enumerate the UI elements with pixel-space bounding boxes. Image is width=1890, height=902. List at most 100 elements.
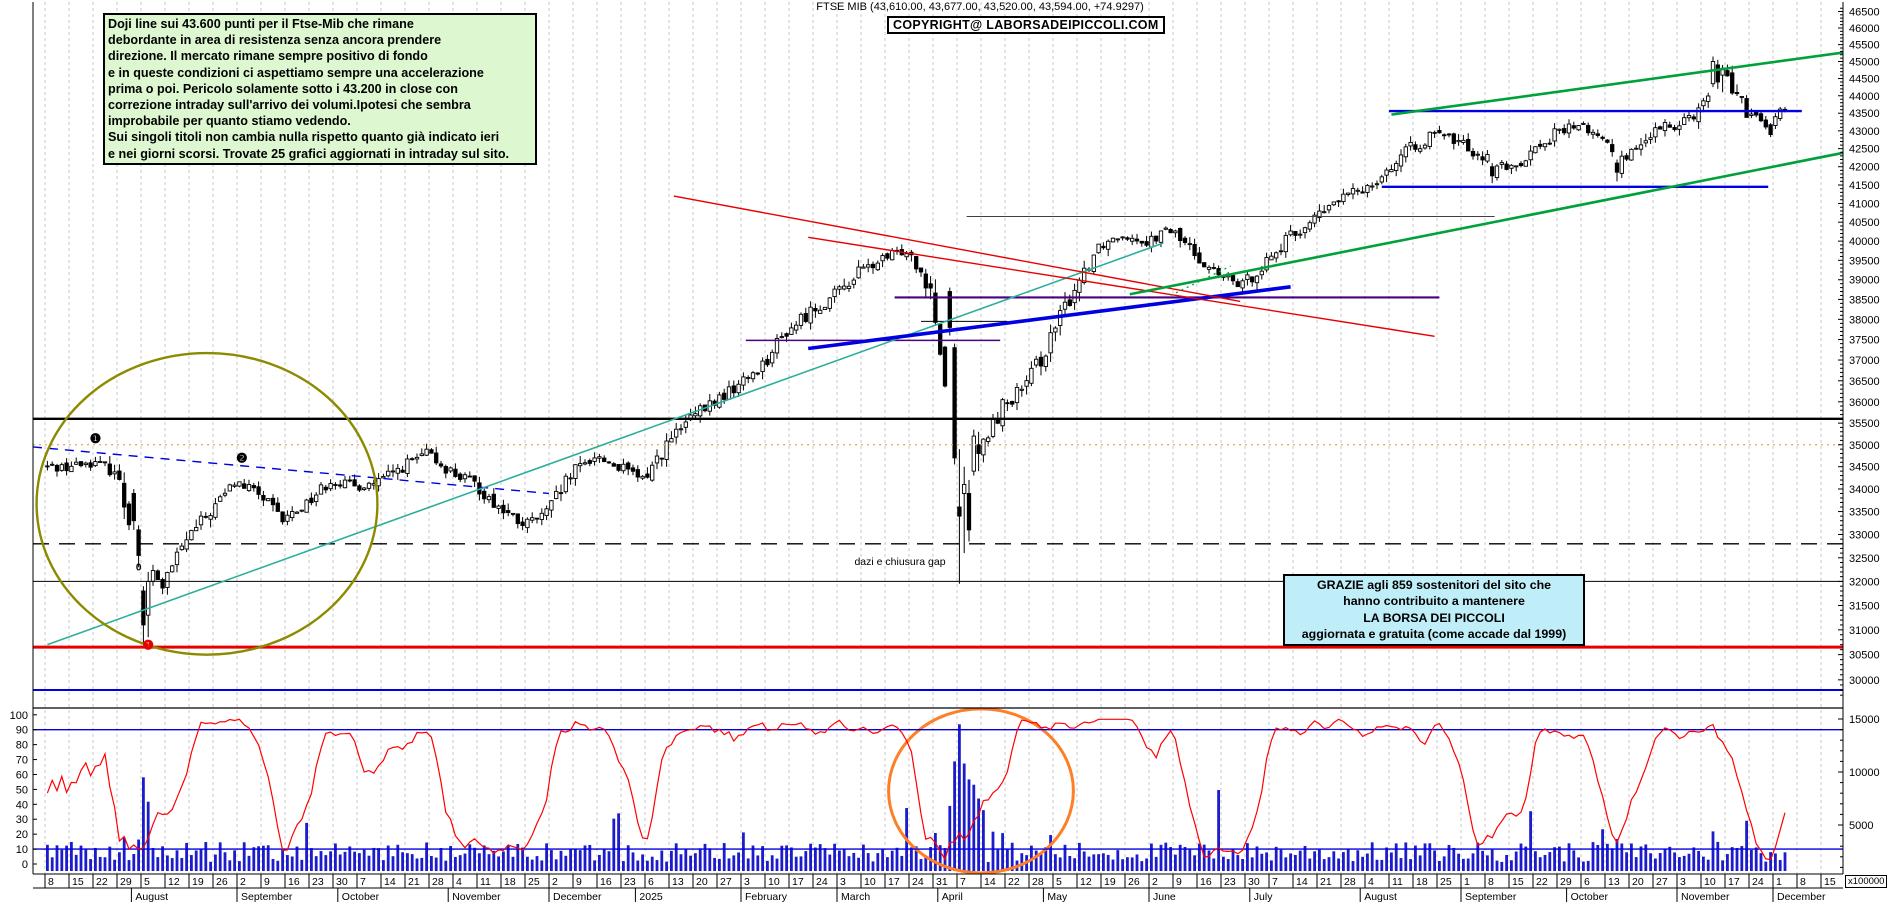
svg-text:2: 2: [1152, 876, 1158, 888]
svg-text:35000: 35000: [1849, 440, 1880, 452]
svg-text:August: August: [1364, 891, 1397, 902]
svg-text:2: 2: [240, 876, 246, 888]
svg-text:39000: 39000: [1849, 275, 1880, 287]
svg-text:27: 27: [1656, 876, 1668, 888]
commentary-line: improbabile per quanto stiamo vedendo.: [108, 114, 351, 129]
svg-text:February: February: [745, 891, 788, 902]
svg-text:21: 21: [408, 876, 420, 888]
svg-text:22: 22: [1536, 876, 1548, 888]
svg-text:30500: 30500: [1849, 650, 1880, 662]
svg-text:19: 19: [1104, 876, 1116, 888]
svg-text:March: March: [841, 891, 870, 902]
svg-text:15000: 15000: [1849, 714, 1880, 726]
svg-text:8: 8: [1488, 876, 1494, 888]
svg-text:33500: 33500: [1849, 507, 1880, 519]
svg-text:June: June: [1153, 891, 1176, 902]
svg-text:4: 4: [456, 876, 462, 888]
svg-text:42500: 42500: [1849, 144, 1880, 156]
svg-text:12: 12: [1080, 876, 1092, 888]
svg-text:20: 20: [16, 829, 28, 841]
svg-text:❶: ❶: [142, 638, 154, 653]
svg-text:25: 25: [1440, 876, 1452, 888]
svg-text:41500: 41500: [1849, 180, 1880, 192]
svg-text:28: 28: [1344, 876, 1356, 888]
svg-text:19: 19: [192, 876, 204, 888]
svg-text:22: 22: [1008, 876, 1020, 888]
svg-text:5: 5: [1056, 876, 1062, 888]
svg-text:26: 26: [216, 876, 228, 888]
commentary-line: e nei giorni scorsi. Trovate 25 grafici …: [108, 146, 510, 161]
svg-text:32000: 32000: [1849, 576, 1880, 588]
svg-text:23: 23: [312, 876, 324, 888]
svg-text:43500: 43500: [1849, 108, 1880, 120]
svg-text:31500: 31500: [1849, 600, 1880, 612]
svg-text:30: 30: [16, 814, 28, 826]
svg-text:38000: 38000: [1849, 314, 1880, 326]
svg-text:12: 12: [168, 876, 180, 888]
svg-text:10: 10: [864, 876, 876, 888]
svg-text:40: 40: [16, 799, 28, 811]
commentary-line: prima o poi. Pericolo solamente sotto i …: [108, 81, 458, 96]
svg-text:50: 50: [16, 784, 28, 796]
svg-text:31: 31: [936, 876, 948, 888]
svg-text:100: 100: [10, 710, 28, 722]
svg-text:10: 10: [768, 876, 780, 888]
svg-text:10: 10: [16, 844, 28, 856]
svg-text:15: 15: [1824, 876, 1836, 888]
svg-text:40500: 40500: [1849, 217, 1880, 229]
svg-text:41000: 41000: [1849, 198, 1880, 210]
svg-text:14: 14: [384, 876, 396, 888]
commentary-line: Sui singoli titoli non cambia nulla risp…: [108, 130, 500, 145]
svg-text:July: July: [1254, 891, 1273, 902]
svg-text:1: 1: [1464, 876, 1470, 888]
svg-text:9: 9: [1176, 876, 1182, 888]
svg-text:11: 11: [480, 876, 491, 888]
svg-text:18: 18: [504, 876, 516, 888]
svg-text:43000: 43000: [1849, 126, 1880, 138]
svg-text:August: August: [135, 891, 168, 902]
commentary-line: e in queste condizioni ci aspettiamo sem…: [108, 65, 484, 80]
svg-text:33000: 33000: [1849, 529, 1880, 541]
svg-text:6: 6: [1584, 876, 1590, 888]
svg-text:39500: 39500: [1849, 255, 1880, 267]
svg-text:80: 80: [16, 740, 28, 752]
svg-text:45000: 45000: [1849, 57, 1880, 69]
commentary-box: Doji line sui 43.600 punti per il Ftse-M…: [103, 13, 537, 165]
commentary-line: debordante in area di resistenza senza a…: [108, 33, 442, 48]
svg-text:3: 3: [744, 876, 750, 888]
volume-multiplier-label: x100000: [1845, 875, 1888, 888]
svg-text:9: 9: [576, 876, 582, 888]
supporters-line: aggiornata e gratuita (come accade dal 1…: [1301, 627, 1567, 642]
svg-text:1: 1: [1776, 876, 1782, 888]
svg-text:24: 24: [912, 876, 924, 888]
svg-text:September: September: [1465, 891, 1517, 902]
svg-text:26: 26: [1128, 876, 1140, 888]
svg-text:17: 17: [1728, 876, 1740, 888]
chart-title: FTSE MIB (43,610.00, 43,677.00, 43,520.0…: [816, 1, 1144, 13]
svg-text:7: 7: [960, 876, 966, 888]
svg-text:4: 4: [1368, 876, 1374, 888]
svg-text:46500: 46500: [1849, 7, 1880, 19]
svg-text:37500: 37500: [1849, 335, 1880, 347]
svg-text:❶: ❶: [90, 431, 102, 446]
svg-text:5: 5: [144, 876, 150, 888]
gap-annotation: dazi e chiusura gap: [854, 556, 946, 568]
svg-text:27: 27: [720, 876, 732, 888]
svg-text:November: November: [452, 891, 501, 902]
svg-text:90: 90: [16, 725, 28, 737]
svg-text:April: April: [942, 891, 963, 902]
svg-text:45500: 45500: [1849, 40, 1880, 52]
svg-text:35500: 35500: [1849, 418, 1880, 430]
svg-text:18: 18: [1416, 876, 1428, 888]
svg-text:16: 16: [600, 876, 612, 888]
svg-text:30: 30: [336, 876, 348, 888]
svg-text:24: 24: [1752, 876, 1764, 888]
svg-text:34500: 34500: [1849, 462, 1880, 474]
svg-text:14: 14: [984, 876, 996, 888]
svg-text:38500: 38500: [1849, 294, 1880, 306]
copyright-badge: COPYRIGHT@ LABORSADEIPICCOLI.COM: [887, 16, 1165, 34]
svg-text:9: 9: [264, 876, 270, 888]
svg-text:44000: 44000: [1849, 91, 1880, 103]
svg-text:3: 3: [840, 876, 846, 888]
